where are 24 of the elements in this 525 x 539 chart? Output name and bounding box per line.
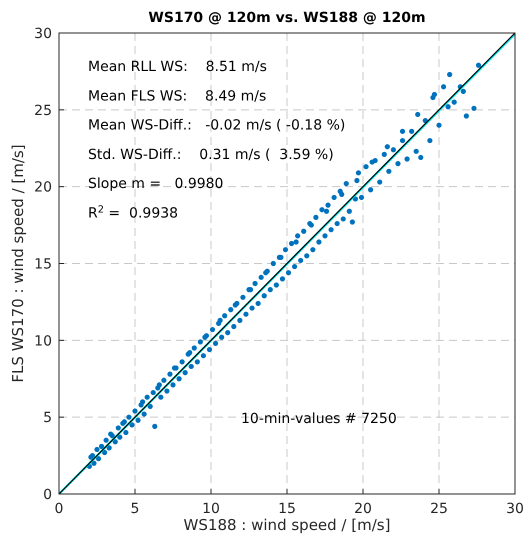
x-tick-label: 15 bbox=[278, 501, 296, 517]
y-tick-label: 20 bbox=[34, 180, 52, 196]
y-tick-label: 15 bbox=[34, 256, 52, 272]
y-tick-label: 0 bbox=[43, 487, 52, 503]
annotation: Slope m = 0.9980 bbox=[88, 176, 224, 192]
x-tick-label: 0 bbox=[54, 501, 64, 517]
y-tick-label: 25 bbox=[34, 102, 52, 119]
x-tick-label: 30 bbox=[506, 501, 524, 517]
x-tick-label: 10 bbox=[202, 501, 220, 517]
y-tick-label: 10 bbox=[34, 333, 52, 350]
annotation: Std. WS-Diff.: 0.31 m/s ( 3.59 %) bbox=[88, 146, 334, 163]
annotation: Mean FLS WS: 8.49 m/s bbox=[88, 88, 266, 104]
x-tick-label: 20 bbox=[354, 501, 372, 517]
annotation: Mean WS-Diff.: -0.02 m/s ( -0.18 %) bbox=[88, 118, 346, 134]
x-tick-label: 5 bbox=[130, 501, 140, 517]
y-tick-label: 30 bbox=[34, 26, 52, 42]
y-tick-label: 5 bbox=[43, 410, 52, 426]
chart-title: WS170 @ 120m vs. WS188 @ 120m bbox=[148, 10, 426, 26]
x-tick-label: 25 bbox=[430, 501, 448, 517]
annotation: Mean RLL WS: 8.51 m/s bbox=[88, 59, 267, 75]
y-axis-title: FLS WS170 : wind speed / [m/s] bbox=[9, 144, 27, 383]
annotation: 10-min-values # 7250 bbox=[241, 411, 397, 427]
x-axis-title: WS188 : wind speed / [m/s] bbox=[184, 516, 390, 534]
annotation: R$^{2}$ = 0.9938 bbox=[88, 204, 178, 222]
